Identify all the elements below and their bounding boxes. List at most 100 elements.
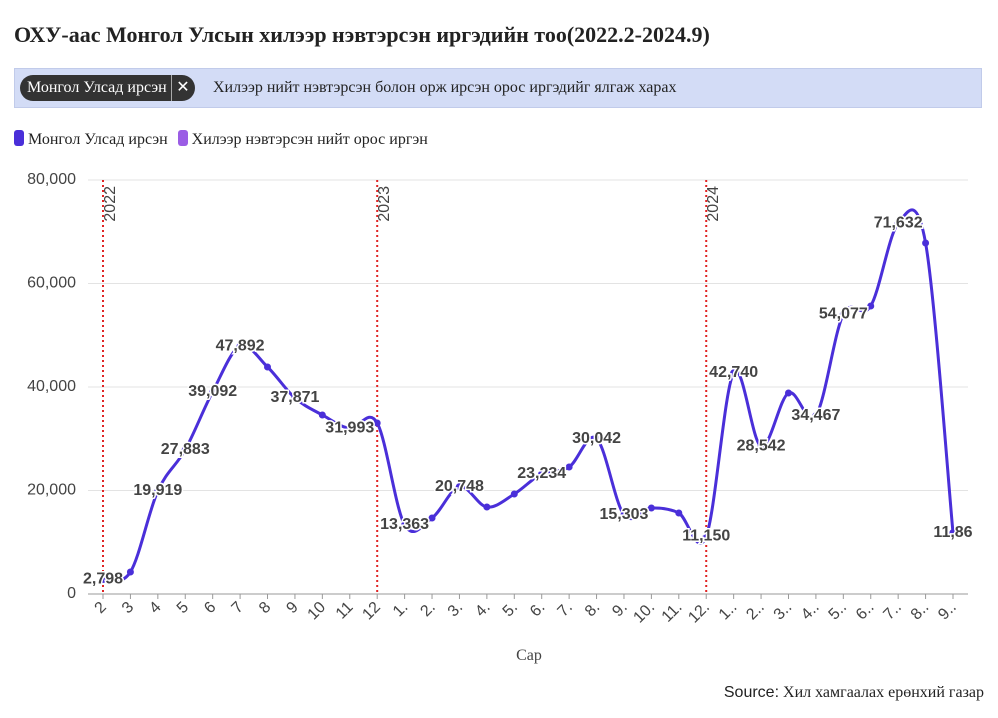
data-label: 34,467: [791, 407, 840, 424]
x-tick-label: 7.: [555, 599, 576, 620]
data-label: 71,632: [874, 215, 923, 232]
x-tick-label: 1..: [716, 599, 741, 624]
x-tick-label: 5: [174, 599, 192, 617]
x-tick-label: 9.: [609, 599, 630, 620]
point: [264, 363, 272, 371]
source: Source: Хил хамгаалах ерөнхий газар: [724, 684, 984, 702]
filter-bar: Монгол Улсад ирсэн ✕ Хилээр нийт нэвтэрсэ…: [14, 68, 982, 108]
x-tick-label: 6: [201, 599, 219, 617]
x-tick-label: 8..: [908, 599, 933, 624]
title: ОХУ-аас Монгол Улсын хилээр нэвтэрсэн ир…: [14, 22, 710, 47]
x-tick-label: 4..: [798, 599, 823, 624]
x-tick-label: 6..: [853, 599, 878, 624]
x-tick-label: 8.: [582, 599, 603, 620]
year-marker-label: 2023: [376, 186, 393, 222]
point: [209, 388, 217, 396]
legend-swatch: [14, 130, 24, 146]
x-tick-label: 5..: [826, 599, 851, 624]
legend-item[interactable]: Хилээр нэвтэрсэн нийт орос иргэн: [177, 130, 428, 149]
x-tick-label: 11: [333, 599, 357, 623]
point: [812, 412, 820, 420]
point: [181, 446, 189, 454]
x-tick-label: 12: [359, 599, 384, 624]
point: [538, 470, 546, 478]
data-label: 23,234: [517, 465, 566, 482]
x-axis-title: Сар: [516, 647, 542, 664]
data-label: 20,748: [435, 478, 484, 495]
x-tick-label: 2.: [417, 599, 438, 620]
x-tick-label: 2: [92, 599, 110, 617]
chip-close[interactable]: ✕: [171, 75, 190, 101]
source-prefix: Source:: [723, 684, 780, 701]
point: [401, 521, 409, 529]
point: [154, 487, 162, 495]
x-tick-label: 2..: [743, 599, 768, 624]
point: [757, 442, 765, 450]
x-tick-label: 9: [283, 599, 301, 617]
x-tick-label: 3.: [445, 599, 466, 620]
x-tick-label: 7: [229, 599, 247, 617]
legend-label: Хилээр нэвтэрсэн нийт орос иргэн: [191, 131, 428, 148]
x-tick-label: 12.: [685, 599, 713, 627]
data-label: 2,798: [83, 571, 123, 588]
x-tick-label: 9..: [935, 599, 960, 624]
point: [702, 532, 710, 540]
data-label: 11,150: [682, 528, 730, 545]
x-tick-label: 6.: [527, 599, 548, 620]
point: [593, 435, 601, 443]
x-tick-label: 10.: [630, 599, 658, 627]
data-label: 54,077: [819, 305, 868, 322]
y-tick-label: 0: [67, 585, 76, 602]
data-label: 31,993: [325, 420, 374, 437]
point: [730, 369, 738, 377]
point: [675, 509, 683, 517]
point: [428, 514, 436, 522]
point: [949, 529, 957, 537]
chart: 0 20,000 40,000 60,000 80,000 2 3 4 5 6 7 8 9 10 11 12 1…: [27, 171, 974, 664]
x-tick-label: 4.: [472, 599, 493, 620]
point: [373, 419, 381, 427]
data-label: 30,042: [572, 430, 621, 447]
x-tick-label: 11.: [659, 599, 686, 626]
point: [620, 511, 628, 519]
data-label: 47,892: [216, 337, 265, 354]
data-label: 28,542: [737, 438, 786, 455]
point: [483, 503, 491, 511]
source-text: Хил хамгаалах ерөнхий газар: [783, 684, 984, 701]
x-tick-label: 4: [146, 599, 164, 617]
point: [318, 411, 326, 419]
y-tick-label: 80,000: [27, 171, 76, 188]
data-label: 13,363: [380, 516, 429, 533]
data-label: 37,871: [270, 389, 319, 406]
point: [647, 504, 655, 512]
legend-label: Монгол Улсад ирсэн: [28, 131, 168, 148]
data-label: 27,883: [161, 441, 210, 458]
point: [236, 342, 244, 350]
data-label: 11,86: [933, 524, 972, 541]
data-label: 42,740: [709, 364, 758, 381]
point: [99, 576, 107, 584]
x-tick-label: 10: [305, 599, 330, 624]
point: [894, 219, 902, 227]
year-marker-label: 2022: [102, 186, 119, 222]
point: [455, 483, 463, 491]
point: [346, 424, 354, 432]
filter-description: Хилээр нийт нэвтэрсэн болон орж ирсэн ор…: [213, 79, 677, 96]
filter-chip[interactable]: Монгол Улсад ирсэн ✕: [20, 75, 195, 101]
point: [291, 394, 299, 402]
line: [102, 208, 955, 583]
x-tick-label: 1.: [390, 599, 411, 620]
point: [510, 490, 518, 498]
point: [867, 302, 875, 310]
chip-label: Монгол Улсад ирсэн: [27, 79, 167, 96]
x-tick-label: 3: [119, 599, 137, 617]
point: [565, 463, 573, 471]
data-label: 19,919: [133, 482, 182, 499]
legend-item[interactable]: Монгол Улсад ирсэн: [14, 130, 168, 149]
y-tick-label: 40,000: [27, 378, 76, 395]
legend: Монгол Улсад ирсэн Хилээр нэвтэрсэн нийт…: [14, 130, 428, 149]
y-tick-label: 60,000: [27, 275, 76, 292]
y-tick-label: 20,000: [27, 482, 76, 499]
x-tick-label: 3..: [771, 599, 796, 624]
